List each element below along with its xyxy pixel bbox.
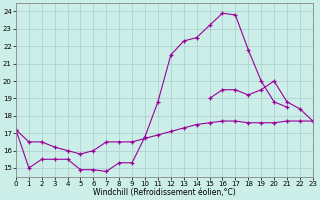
X-axis label: Windchill (Refroidissement éolien,°C): Windchill (Refroidissement éolien,°C) [93, 188, 236, 197]
